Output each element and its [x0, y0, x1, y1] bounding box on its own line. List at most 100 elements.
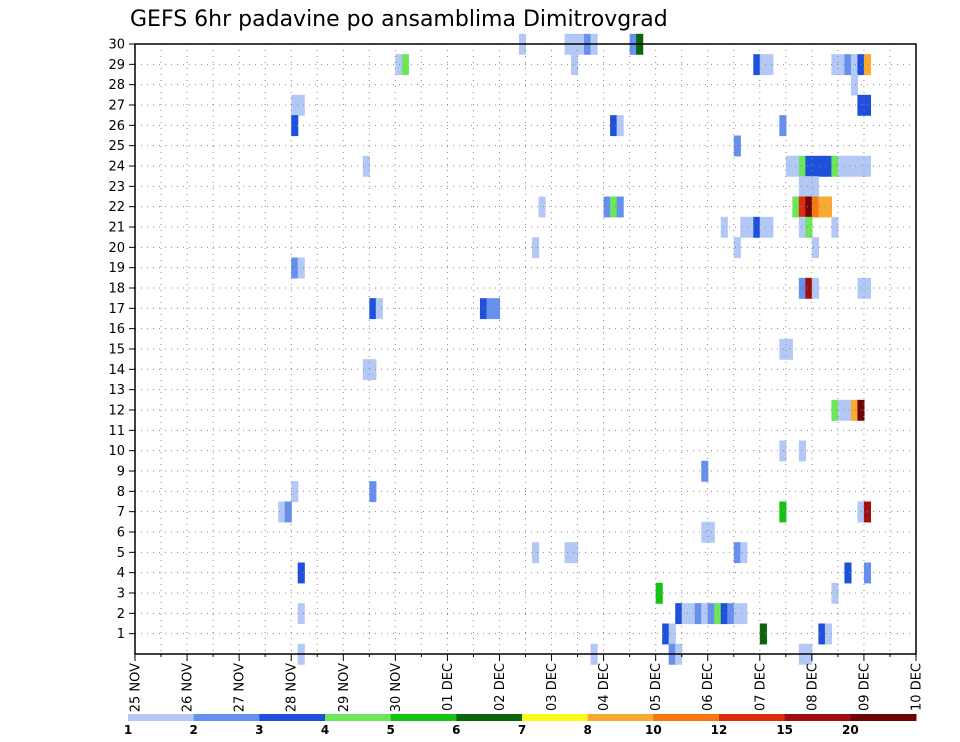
y-tick-label: 17: [108, 302, 125, 317]
precip-cell: [655, 582, 663, 604]
colorbar-label: 10: [645, 723, 662, 737]
x-tick-label: 30 NOV: [389, 663, 404, 712]
x-tick-label: 06 DEC: [701, 663, 716, 711]
precip-cell: [688, 603, 696, 625]
colorbar-swatch: [719, 714, 786, 721]
precip-cell: [831, 582, 839, 604]
grid-lines: [135, 44, 916, 654]
precip-cell: [818, 196, 826, 218]
colorbar-swatch: [325, 714, 392, 721]
precip-cell: [805, 216, 813, 238]
precip-cell: [291, 481, 299, 503]
precip-cell: [850, 74, 859, 96]
precip-cell: [818, 623, 826, 645]
precip-cell: [824, 623, 832, 645]
chart-title: GEFS 6hr padavine po ansamblima Dimitrov…: [130, 7, 668, 32]
y-tick-label: 24: [108, 160, 125, 175]
precip-cell: [662, 623, 670, 645]
colorbar-swatch: [390, 714, 457, 721]
precip-cell: [375, 298, 383, 320]
precip-cell: [857, 155, 865, 177]
y-tick-label: 11: [108, 424, 125, 439]
precip-cell: [746, 216, 754, 238]
precip-cell: [740, 216, 748, 238]
y-tick-label: 26: [108, 119, 125, 134]
y-tick-label: 25: [108, 139, 125, 154]
y-tick-label: 30: [108, 38, 125, 53]
precip-cell: [850, 399, 859, 421]
x-tick-label: 03 DEC: [545, 663, 560, 711]
y-tick-label: 4: [117, 566, 125, 581]
x-tick-label: 28 NOV: [285, 663, 300, 712]
y-tick-label: 12: [108, 404, 125, 419]
precip-cell: [844, 155, 852, 177]
colorbar-swatch: [784, 714, 851, 721]
colorbar-swatch: [128, 714, 195, 721]
precip-cell: [805, 277, 813, 299]
colorbar-label: 4: [321, 723, 329, 737]
precip-cell: [844, 399, 852, 421]
precip-cell: [538, 196, 546, 218]
precip-cell: [753, 216, 761, 238]
precip-cell: [811, 277, 819, 299]
precip-cell: [857, 277, 865, 299]
y-tick-label: 22: [108, 200, 125, 215]
precip-cell: [532, 237, 540, 259]
y-tick-label: 5: [117, 546, 125, 561]
precip-cell: [701, 521, 709, 543]
precip-cell: [603, 196, 611, 218]
y-tick-label: 6: [117, 526, 125, 541]
precip-cell: [844, 562, 852, 584]
colorbar-label: 3: [255, 723, 263, 737]
precip-cell: [369, 359, 377, 381]
precip-cell: [837, 54, 846, 76]
precip-cell: [811, 176, 819, 198]
colorbar-label: 1: [124, 723, 132, 737]
colorbar-swatch: [587, 714, 654, 721]
y-tick-label: 19: [108, 261, 125, 276]
precip-cell: [831, 216, 839, 238]
precip-cell: [369, 481, 377, 503]
precip-cell: [779, 440, 787, 462]
colorbar-label: 2: [189, 723, 197, 737]
precip-cell: [733, 542, 741, 564]
x-tick-label: 01 DEC: [441, 663, 456, 711]
precip-cell: [681, 603, 689, 625]
precip-cell: [798, 176, 806, 198]
x-tick-label: 07 DEC: [753, 663, 768, 711]
x-tick-label: 05 DEC: [649, 663, 664, 711]
precip-cell: [733, 603, 741, 625]
y-tick-label: 16: [108, 322, 125, 337]
y-tick-label: 23: [108, 180, 125, 195]
y-tick-label: 2: [117, 607, 125, 622]
precip-cell: [492, 298, 501, 320]
precip-cell: [694, 603, 702, 625]
precip-cell: [278, 501, 286, 523]
precip-cell: [720, 216, 728, 238]
precip-cell: [486, 298, 494, 320]
x-tick-label: 09 DEC: [857, 663, 872, 711]
precip-cell: [395, 54, 403, 76]
precip-cell: [369, 298, 377, 320]
precip-cell: [759, 216, 767, 238]
y-tick-label: 13: [108, 383, 125, 398]
precip-cell: [824, 155, 832, 177]
precip-cell: [844, 54, 852, 76]
precip-cell: [720, 603, 728, 625]
precip-cell: [701, 603, 709, 625]
precip-cell: [297, 94, 305, 116]
precip-cell: [571, 542, 579, 564]
colorbar-label: 5: [386, 723, 394, 737]
precip-cell: [740, 603, 748, 625]
y-tick-label: 8: [117, 485, 125, 500]
colorbar-legend: 1 2 3 4 5 6 7 8 10 12 15 20: [124, 714, 917, 737]
precip-cell: [362, 155, 370, 177]
precip-cell: [532, 542, 540, 564]
precip-cell: [857, 501, 865, 523]
precip-cell: [701, 460, 709, 482]
x-tick-label: 04 DEC: [597, 663, 612, 711]
x-tick-label: 25 NOV: [129, 663, 144, 712]
precip-cell: [811, 196, 819, 218]
y-tick-label: 14: [108, 363, 125, 378]
y-tick-label: 27: [108, 99, 125, 114]
